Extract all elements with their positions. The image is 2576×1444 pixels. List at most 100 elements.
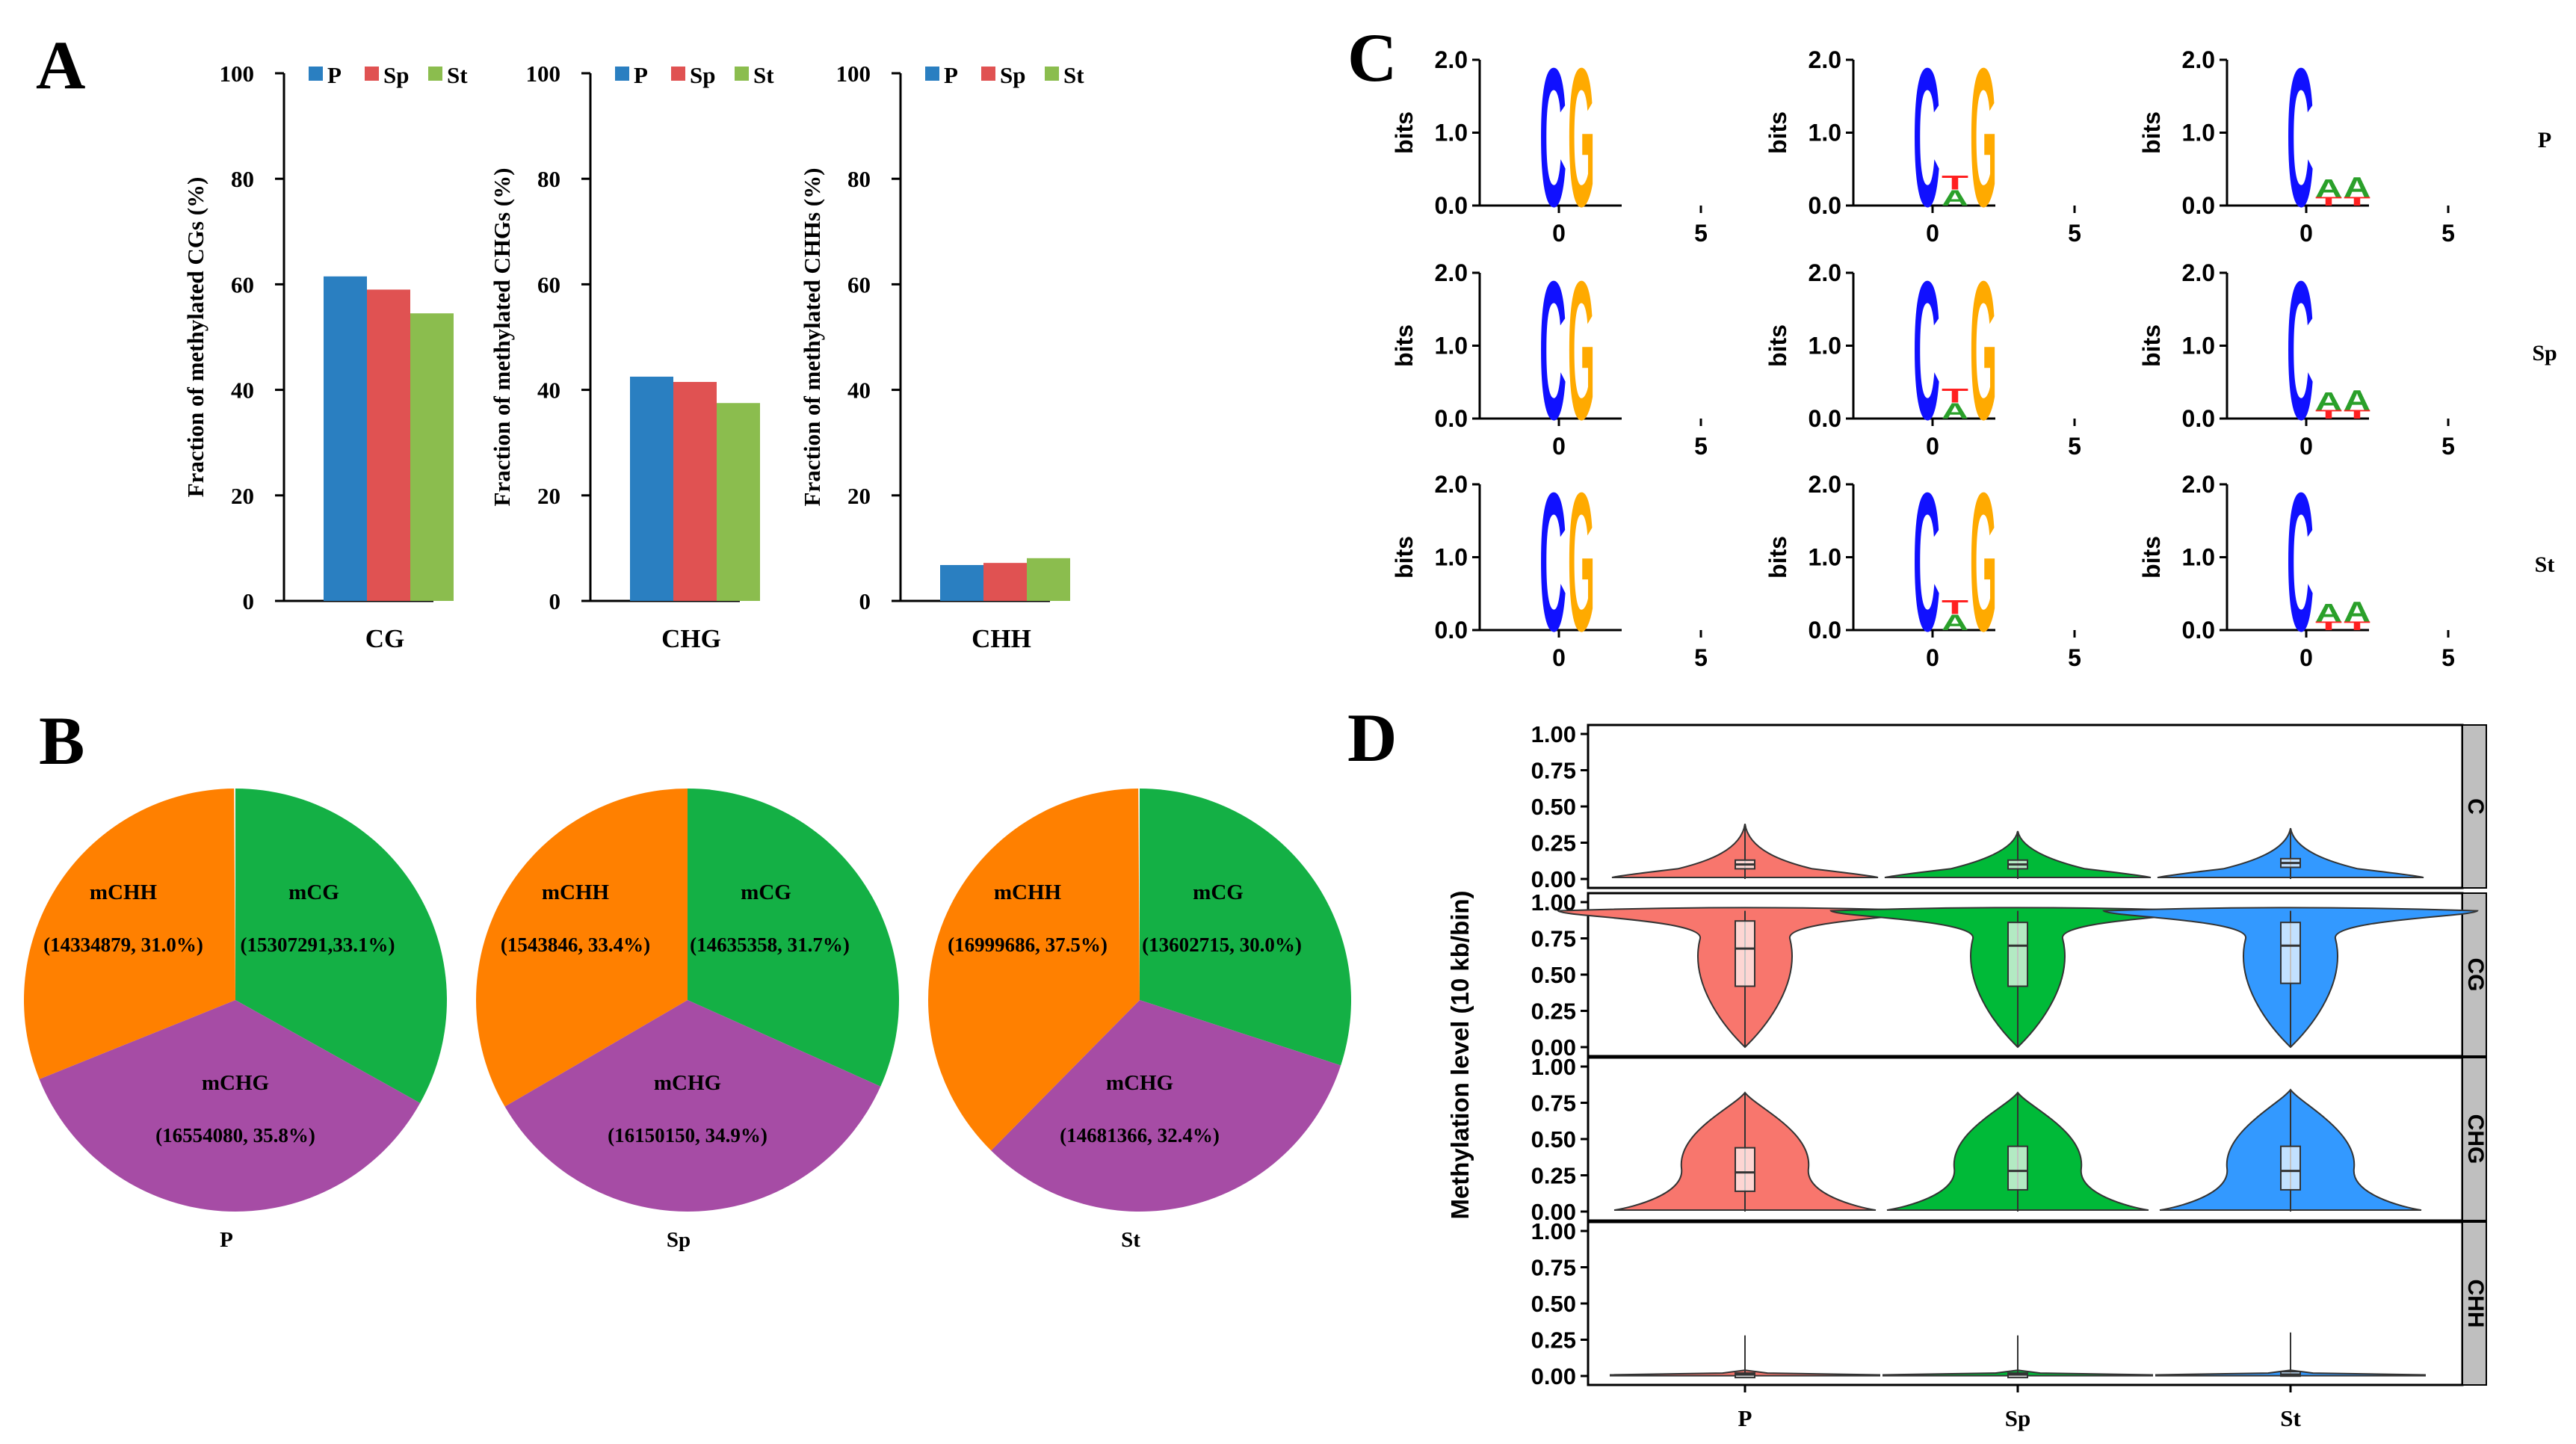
- logo-letter-g: G: [1568, 28, 1595, 248]
- y-tick-label: 1.0: [1809, 333, 1841, 360]
- bar-chart-cg: 0 20 40 60 80 100 Fraction of methylated CGs (…: [182, 61, 468, 653]
- pie-slice-name: mCG: [288, 880, 339, 904]
- facet-strip-label: CHG: [2463, 1114, 2488, 1164]
- y-tick-label: 1.0: [2182, 120, 2215, 146]
- logo-st-chg: 0.0 1.0 2.0 bits 0 5 C AT G: [1764, 452, 2081, 673]
- logo-letter-a: A: [2344, 385, 2370, 416]
- y-tick-label: 0.0: [1809, 405, 1841, 432]
- panel-a-bar-charts: 0 20 40 60 80 100 Fraction of methylated CGs (…: [182, 61, 1084, 653]
- x-tick-label: 5: [1694, 433, 1708, 460]
- bar-p: [940, 564, 983, 601]
- panel-label-c: C: [1347, 19, 1397, 96]
- y-tick-label: 40: [231, 377, 254, 404]
- y-axis-label: Methylation level (10 kb/bin): [1446, 890, 1474, 1219]
- pie-slice-value: (13602715, 30.0%): [1142, 934, 1302, 956]
- x-tick-label: 5: [2068, 644, 2081, 671]
- pie-slice-mchh: [927, 789, 1140, 1151]
- y-tick-label: 1.0: [2182, 544, 2215, 571]
- pie-slice-value: (15307291,33.1%): [241, 934, 395, 956]
- panel-d-violin-plots: C 0.00 0.25 0.50 0.75 1.00 CG 0.00 0.25 0.50 0.75 1…: [1446, 721, 2488, 1431]
- x-tick-label: 0: [1552, 220, 1566, 247]
- legend-swatch-st: [735, 67, 749, 81]
- bar-p: [324, 276, 367, 601]
- y-tick-label: 40: [537, 377, 560, 404]
- pie-title: Sp: [667, 1228, 691, 1252]
- y-tick-label: 100: [526, 61, 561, 87]
- pie-slice-value: (14681366, 32.4%): [1060, 1124, 1220, 1147]
- x-tick-label: 5: [2068, 220, 2081, 247]
- logo-letter-t: T: [2315, 407, 2342, 421]
- pie-slice-mchh: [24, 789, 236, 1079]
- y-tick-label: 0.75: [1531, 1255, 1576, 1281]
- y-tick-label: 1.00: [1531, 1218, 1576, 1244]
- y-tick-label: 2.0: [1809, 46, 1841, 73]
- legend-label-sp: Sp: [1000, 62, 1025, 88]
- y-axis-label: bits: [1764, 536, 1791, 578]
- legend-label-p: P: [327, 62, 342, 88]
- logo-letter-g: G: [1970, 28, 1997, 248]
- pie-slice-mchg: [39, 1000, 421, 1212]
- logo-letter-g: G: [1568, 241, 1595, 461]
- y-tick-label: 0.0: [1809, 617, 1841, 644]
- logo-letter-a: A: [1942, 610, 1968, 635]
- x-axis-label: CHG: [661, 624, 721, 653]
- boxplot-st: [2280, 922, 2301, 984]
- y-tick-label: 0.0: [2182, 192, 2215, 219]
- pie-slice-mchg: [991, 1000, 1341, 1212]
- y-tick-label: 0.50: [1531, 962, 1576, 988]
- x-axis-label: CHH: [972, 624, 1031, 653]
- y-tick-label: 1.0: [2182, 333, 2215, 360]
- y-tick-label: 0.25: [1531, 830, 1576, 857]
- pie-slice-name: mCHH: [542, 880, 610, 904]
- y-tick-label: 0.50: [1531, 1126, 1576, 1153]
- logo-letter-c: C: [2287, 452, 2314, 673]
- y-tick-label: 60: [847, 271, 871, 297]
- y-tick-label: 1.0: [1435, 544, 1468, 571]
- y-tick-label: 0.50: [1531, 794, 1576, 820]
- x-tick-label: 0: [1926, 644, 1939, 671]
- logo-letter-a: A: [2315, 598, 2342, 626]
- logo-letter-a: A: [2344, 172, 2370, 203]
- y-tick-label: 80: [231, 166, 254, 192]
- y-tick-label: 100: [836, 61, 871, 87]
- logo-sp-cg: 0.0 1.0 2.0 bits 0 5 C G: [1391, 241, 1708, 461]
- y-tick-label: 0.50: [1531, 1291, 1576, 1317]
- boxplot-p: [1735, 920, 1755, 987]
- facet-strip: [2462, 1221, 2487, 1386]
- legend-swatch-p: [309, 67, 323, 81]
- violin-facet-chh: CHH 0.00 0.25 0.50 0.75 1.00: [1531, 1218, 2488, 1389]
- y-tick-label: 60: [537, 271, 560, 297]
- logo-letter-g: G: [1970, 241, 1997, 461]
- logo-letter-t: T: [2344, 194, 2370, 208]
- facet-strip-label: CHH: [2463, 1280, 2488, 1328]
- legend-swatch-sp: [365, 67, 379, 81]
- logo-st-cg: 0.0 1.0 2.0 bits 0 5 C G: [1391, 452, 1708, 673]
- logo-letter-a: A: [2315, 386, 2342, 415]
- x-tick-label: 0: [1926, 433, 1939, 460]
- pie-title: St: [1121, 1228, 1140, 1252]
- y-tick-label: 2.0: [2182, 46, 2215, 73]
- y-tick-label: 0.75: [1531, 758, 1576, 784]
- y-tick-label: 60: [231, 271, 254, 297]
- x-tick-label: 5: [1694, 644, 1708, 671]
- y-tick-label: 2.0: [1809, 471, 1841, 498]
- logo-p-chg: 0.0 1.0 2.0 bits 0 5 C AT G: [1764, 28, 2081, 248]
- y-tick-label: 1.0: [1435, 333, 1468, 360]
- pie-slice-name: mCHG: [1106, 1071, 1173, 1095]
- y-tick-label: 80: [537, 166, 560, 192]
- y-tick-label: 1.0: [1435, 120, 1468, 146]
- x-tick-label: 0: [2299, 433, 2313, 460]
- logo-letter-t: T: [2315, 619, 2342, 632]
- y-tick-label: 40: [847, 377, 871, 404]
- logo-sp-chg: 0.0 1.0 2.0 bits 0 5 C AT G: [1764, 241, 2081, 461]
- y-axis-label: bits: [1391, 111, 1418, 154]
- pie-slice-value: (16150150, 34.9%): [608, 1124, 767, 1147]
- x-axis-label: CG: [365, 624, 405, 653]
- pie-slice-name: mCHH: [90, 880, 158, 904]
- y-tick-label: 20: [537, 483, 560, 509]
- bar-sp: [673, 382, 717, 601]
- y-tick-label: 2.0: [1809, 259, 1841, 286]
- violin-facet-chg: CHG 0.00 0.25 0.50 0.75 1.00: [1531, 1054, 2488, 1225]
